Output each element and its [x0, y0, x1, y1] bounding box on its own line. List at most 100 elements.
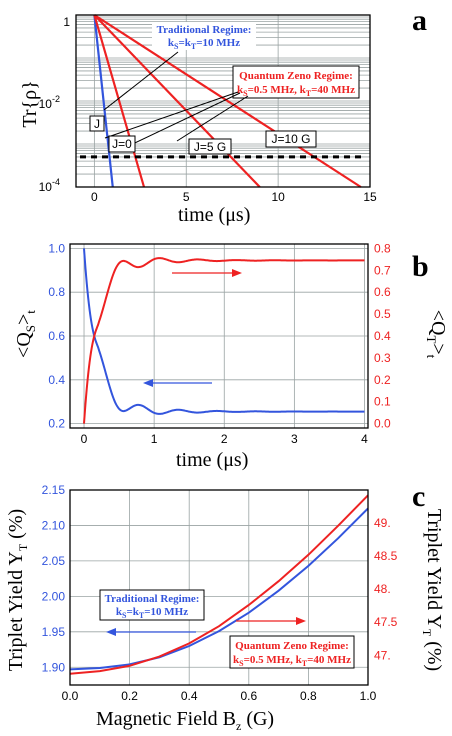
panel-c-yticks-left: 1.90 1.95 2.00 2.05 2.10 2.15 — [42, 483, 66, 674]
panel-a-label-box-4 — [265, 130, 317, 148]
panel-c-zeno-box — [229, 635, 355, 669]
panel-b-ytick-right-label: 0.0 — [374, 417, 391, 431]
panel-b-ylabel-right: <QT>t — [424, 310, 449, 359]
panel-a-xtick-label: 0 — [91, 190, 98, 204]
panel-b-series-qt — [83, 257, 365, 424]
panel-a-ytick-2: 10-2 — [39, 94, 60, 111]
panel-a-series-line — [93, 14, 114, 188]
panel-b-ytick-right-label: 0.3 — [374, 351, 391, 365]
panel-c-series-blue — [69, 507, 369, 671]
panel-a-xticks: 0 5 10 15 — [91, 190, 377, 204]
panel-c-xtick-label: 0.8 — [300, 689, 317, 703]
panel-a-xtick-label: 10 — [271, 190, 285, 204]
panel-a-zeno-box — [232, 65, 360, 99]
panel-a-xtick-label: 5 — [183, 190, 190, 204]
panel-c-arrow-blue — [106, 628, 196, 636]
panel-c-chart: c 0.0 0.2 0.4 0.6 0.8 1.0 1.90 1.95 2.00 2.05 2.1… — [5, 480, 445, 733]
panel-b-xticks: 0 1 2 3 4 — [81, 432, 368, 446]
panel-c-ylabel-right: Triplet Yield YT (%) — [420, 509, 445, 671]
panel-b-xlabel: time (μs) — [176, 449, 248, 471]
panel-a-pointer-lines — [103, 51, 249, 151]
panel-a-series-line — [93, 14, 261, 188]
panel-b-ytick-left-label: 1.0 — [48, 241, 65, 255]
panel-a-traditional-formula: kS=kT=10 MHz — [168, 37, 240, 51]
panel-b-ylabel-left: <QS>t — [13, 310, 38, 358]
panel-b-xtick-label: 4 — [361, 432, 368, 446]
panel-a-series — [80, 14, 366, 188]
panel-a-label-box-2 — [108, 135, 136, 153]
panel-c-ytick-left-label: 2.00 — [42, 589, 66, 603]
panel-b-grid — [70, 244, 368, 428]
panel-b-ytick-right-label: 0.7 — [374, 263, 391, 277]
panel-a-label-j: J — [94, 117, 100, 131]
panel-a-label-box-3 — [188, 138, 232, 155]
panel-a-chart: a 0 5 10 15 1 10-2 10-4 time (μs) Tr{ρ} Tra… — [19, 4, 427, 226]
panel-c-xticks: 0.0 0.2 0.4 0.6 0.8 1.0 — [62, 689, 377, 703]
panel-c-ytick-left-label: 2.15 — [42, 483, 66, 497]
panel-c-xtick-label: 1.0 — [360, 689, 377, 703]
panel-a-label-j0: J=0 — [112, 137, 132, 151]
panel-b-frame — [69, 243, 369, 429]
panel-b-ytick-right-label: 0.4 — [374, 329, 391, 343]
panel-a-traditional-box — [152, 22, 256, 50]
panel-c-xlabel: Magnetic Field Bz (G) — [96, 708, 274, 733]
panel-b-xtick-label: 2 — [221, 432, 228, 446]
panel-b-series-qs — [83, 248, 365, 415]
panel-c-ytick-right-label: 49. — [374, 516, 391, 530]
panel-b-ytick-left-label: 0.2 — [48, 417, 65, 431]
panel-a-xlabel: time (μs) — [178, 204, 250, 226]
panel-c-ylabel-left: Triplet Yield YT (%) — [5, 509, 30, 671]
panel-b-arrow-red — [172, 269, 242, 277]
panel-c-xtick-label: 0.6 — [240, 689, 257, 703]
panel-b-ytick-right-label: 0.6 — [374, 285, 391, 299]
panel-b-ytick-right-label: 0.5 — [374, 307, 391, 321]
panel-c-zeno-formula: kS=0.5 MHz, kT=40 MHz — [233, 654, 351, 668]
panel-a-label-box-1 — [89, 115, 105, 132]
panel-c-traditional-title: Traditional Regime: — [105, 593, 200, 605]
panel-a-label-j10: J=10 G — [271, 132, 310, 146]
panel-c-ytick-right-label: 47.5 — [374, 615, 398, 629]
panel-c-ytick-left-label: 1.95 — [42, 625, 66, 639]
panel-c-ytick-right-label: 48.5 — [374, 549, 398, 563]
panel-b-xtick-label: 0 — [81, 432, 88, 446]
panel-a-zeno-formula: kS=0.5 MHz, kT=40 MHz — [237, 84, 355, 98]
panel-a-xtick-label: 15 — [363, 190, 377, 204]
panel-b-ytick-left-label: 0.8 — [48, 285, 65, 299]
panel-b-yticks-left: 0.2 0.4 0.6 0.8 1.0 — [48, 241, 65, 430]
panel-c-zeno-title: Quantum Zeno Regime: — [235, 640, 349, 652]
panel-c-traditional-formula: kS=kT=10 MHz — [116, 606, 188, 620]
panel-c-xtick-label: 0.0 — [62, 689, 79, 703]
panel-c-series — [69, 494, 369, 675]
panel-b-arrow-blue — [143, 379, 212, 387]
panel-c-ytick-right-label: 48. — [374, 582, 391, 596]
panel-a-label-j5: J=5 G — [194, 140, 226, 154]
panel-b-ytick-right-label: 0.1 — [374, 395, 391, 409]
panel-b-chart: b 0 1 2 3 4 0.2 0.4 0.6 0.8 1.0 0.0 0.1 0.2 0.3 0.4 0… — [13, 241, 449, 471]
panel-b-series — [83, 248, 365, 424]
panel-c-ytick-left-label: 2.05 — [42, 554, 66, 568]
panel-c-ytick-left-label: 2.10 — [42, 518, 66, 532]
panel-c-xtick-label: 0.4 — [181, 689, 198, 703]
panel-a-ytick-1: 1 — [63, 15, 70, 29]
panel-b-xtick-label: 3 — [291, 432, 298, 446]
panel-c-yticks-right: 47. 47.5 48. 48.5 49. — [374, 516, 398, 662]
panel-b-ytick-left-label: 0.4 — [48, 373, 65, 387]
panel-b-ytick-left-label: 0.6 — [48, 329, 65, 343]
panel-letter-b: b — [412, 250, 429, 283]
panel-b-ytick-right-label: 0.8 — [374, 241, 391, 255]
panel-b-yticks-right: 0.0 0.1 0.2 0.3 0.4 0.5 0.6 0.7 0.8 — [374, 241, 391, 430]
panel-a-ytick-3: 10-4 — [39, 177, 60, 194]
panel-a-frame — [75, 14, 371, 188]
panel-a-ylabel: Tr{ρ} — [19, 80, 41, 127]
panel-c-series-red — [69, 494, 369, 675]
panel-a-traditional-title: Traditional Regime: — [157, 24, 252, 36]
panel-c-ytick-left-label: 1.90 — [42, 660, 66, 674]
panel-c-frame — [69, 489, 369, 686]
panel-b-xtick-label: 1 — [151, 432, 158, 446]
panel-c-ytick-right-label: 47. — [374, 648, 391, 662]
panel-letter-c: c — [412, 480, 425, 513]
panel-letter-a: a — [412, 4, 427, 37]
panel-c-arrow-red — [236, 617, 306, 625]
panel-c-xtick-label: 0.2 — [121, 689, 138, 703]
